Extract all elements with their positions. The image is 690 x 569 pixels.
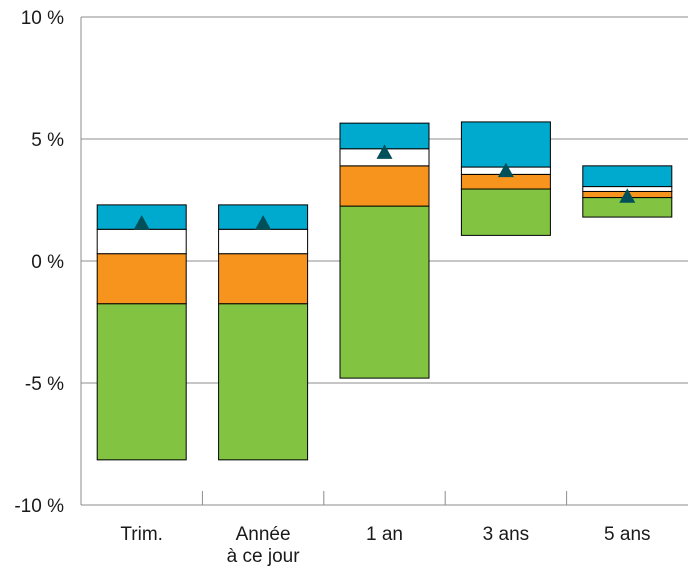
bar-segment — [96, 303, 187, 461]
triangle-marker — [497, 162, 514, 178]
bar-segment — [96, 228, 187, 255]
triangle-marker — [619, 188, 636, 203]
bars — [96, 121, 673, 461]
triangle-marker — [255, 215, 272, 230]
x-category-label: 3 ans — [483, 524, 529, 545]
triangle-marker — [133, 215, 150, 230]
x-category-label: Année — [236, 524, 291, 545]
y-tick-label: 5 % — [31, 130, 64, 151]
bar-segment — [460, 188, 551, 236]
bar-segment — [582, 165, 673, 188]
triangle-marker — [376, 144, 393, 159]
axes — [80, 17, 688, 506]
y-tick-label: -5 % — [25, 374, 64, 395]
bar-segment — [218, 303, 309, 461]
bar-segment — [218, 228, 309, 255]
y-tick-label: 10 % — [21, 8, 64, 29]
x-category-label: 5 ans — [604, 524, 650, 545]
bar-segment — [339, 165, 430, 207]
y-tick-label: -10 % — [14, 496, 64, 517]
bar-segment — [460, 121, 551, 168]
bar-segment — [218, 253, 309, 305]
x-category-label: 1 an — [366, 524, 403, 545]
x-category-label: Trim. — [120, 524, 163, 545]
bar-segment — [96, 253, 187, 305]
x-category-label: à ce jour — [227, 546, 301, 567]
y-tick-label: 0 % — [31, 252, 64, 273]
bar-segment — [339, 205, 430, 379]
